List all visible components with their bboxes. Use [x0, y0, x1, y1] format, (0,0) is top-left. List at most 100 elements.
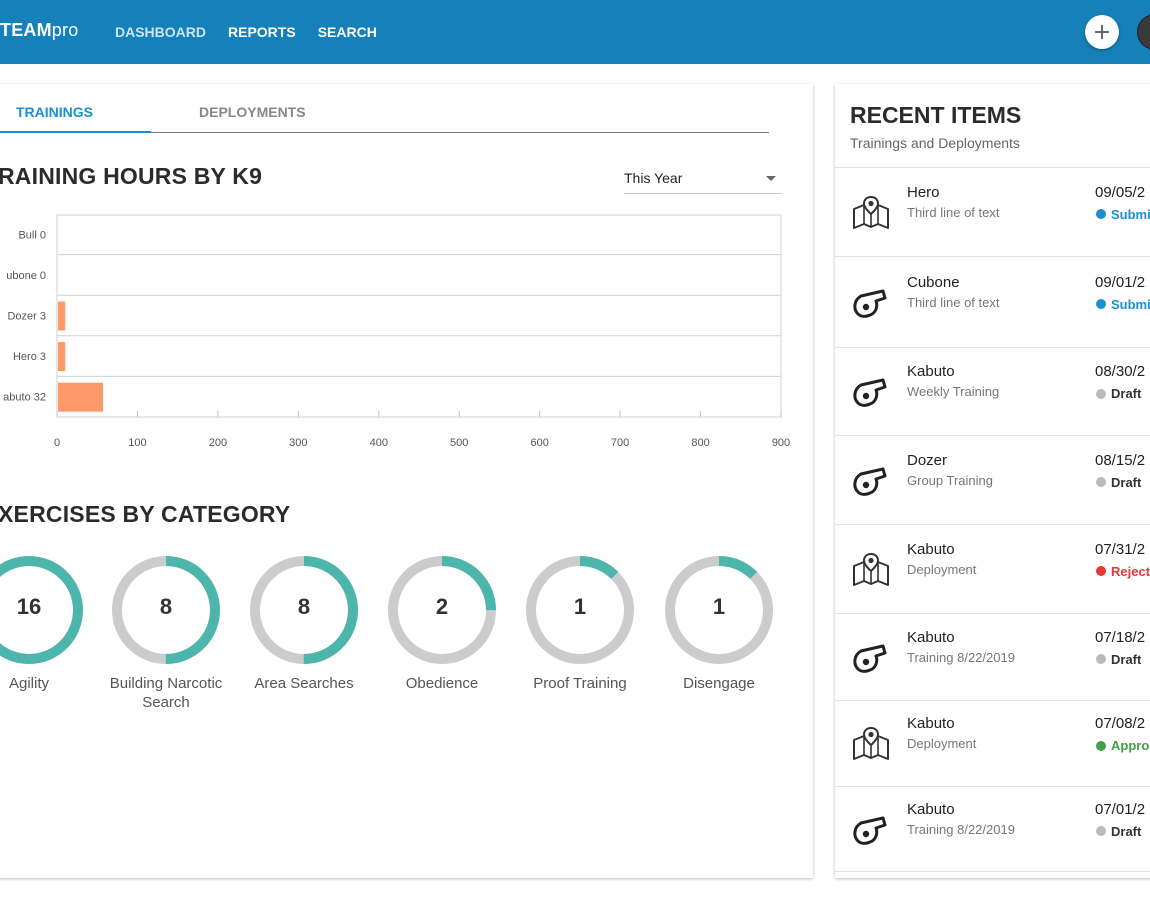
training-hours-chart: Bull 0 ubone 0 Dozer 3 Hero 3 abuto 32 0 100 20… — [3, 214, 790, 449]
nav-search[interactable]: SEARCH — [317, 24, 377, 40]
recent-item[interactable]: Kabuto Weekly Training 08/30/2 Draft — [835, 348, 1150, 436]
donut-value: 1 — [712, 594, 726, 619]
nav-dashboard[interactable]: DASHBOARD — [115, 24, 206, 40]
chart-tick-label: 800 — [691, 437, 709, 449]
plus-icon — [1095, 25, 1109, 39]
donut-value: 8 — [159, 594, 173, 619]
donut-progress — [526, 556, 634, 664]
status-text: Submi — [1111, 206, 1150, 222]
recent-item-status: Reject — [1096, 564, 1150, 579]
recent-item-title: Kabuto — [907, 363, 955, 380]
chart-tick-label: 100 — [128, 437, 146, 449]
status-dot — [1096, 740, 1106, 751]
donut-label: Proof Training — [533, 675, 627, 692]
status-text: Draft — [1111, 823, 1142, 839]
recent-item-date: 09/05/2 — [1095, 183, 1146, 201]
donut-label: Disengage — [683, 675, 755, 692]
recent-item-title: Dozer — [907, 451, 948, 469]
donut-ring — [526, 556, 634, 664]
whistle-icon — [852, 466, 888, 501]
recent-item-subtitle: Training 8/22/2019 — [907, 649, 1015, 665]
recent-item[interactable]: Kabuto Deployment 07/08/2 Appro — [835, 701, 1150, 787]
chart-tick-label: 900 — [772, 437, 790, 449]
recent-item[interactable]: Dozer Group Training 08/15/2 Draft — [835, 436, 1150, 525]
chart-category-label: Dozer 3 — [7, 311, 46, 323]
whistle-icon — [852, 377, 888, 412]
exercise-donut-5[interactable]: 1 Disengage — [654, 554, 784, 693]
exercise-donut-3[interactable]: 2 Obedience — [377, 554, 507, 693]
donut-label: Obedience — [405, 675, 479, 692]
map-pin-icon — [852, 552, 890, 592]
tab-trainings[interactable]: TRAININGS — [16, 104, 93, 120]
recent-item-status: Draft — [1096, 824, 1141, 839]
recent-item-status: Draft — [1096, 652, 1141, 667]
period-select-value: This Year — [624, 170, 683, 186]
tab-bar: TRAININGS DEPLOYMENTS — [0, 84, 769, 133]
chart-category-label: ubone 0 — [6, 270, 46, 282]
donut-ring — [250, 556, 358, 664]
main-nav: DASHBOARD REPORTS SEARCH — [115, 24, 399, 40]
recent-item-title: Hero — [907, 183, 940, 201]
whistle-icon — [852, 288, 888, 323]
period-select[interactable]: This Year — [624, 168, 782, 194]
recent-item[interactable]: Kabuto Training 8/22/2019 07/18/2 Draft — [835, 614, 1150, 701]
exercise-donut-0[interactable]: 16 Agility — [0, 554, 94, 693]
chart-category-label: Bull 0 — [18, 229, 46, 241]
donut-ring — [665, 556, 773, 664]
status-text: Draft — [1111, 651, 1142, 667]
exercise-donut-4[interactable]: 1 Proof Training — [515, 554, 645, 693]
exercise-donut-1[interactable]: 8 Building Narcotic Search — [101, 554, 231, 712]
recent-item-subtitle: Third line of text — [907, 204, 1000, 220]
nav-reports[interactable]: REPORTS — [228, 24, 296, 40]
chart-bar — [58, 382, 104, 412]
recent-item-status: Submi — [1096, 207, 1150, 222]
add-button[interactable] — [1085, 15, 1119, 49]
donut-progress — [112, 556, 220, 664]
status-dot — [1096, 566, 1106, 576]
logo-sub: pro — [51, 20, 79, 40]
recent-item-subtitle: Group Training — [907, 472, 993, 488]
chevron-down-icon — [766, 176, 776, 181]
recent-item[interactable]: Kabuto Training 8/22/2019 07/01/2 Draft — [835, 787, 1150, 872]
recent-items-subtitle: Trainings and Deployments — [850, 135, 1020, 151]
recent-item-status: Submi — [1096, 297, 1150, 312]
donut-ring — [112, 556, 220, 664]
recent-item-subtitle: Deployment — [907, 561, 977, 577]
logo-main: TEAM — [0, 20, 52, 40]
recent-items-title: RECENT ITEMS — [850, 102, 1022, 128]
recent-item[interactable]: Hero Third line of text 09/05/2 Submi — [835, 168, 1150, 257]
dashboard-card: TRAININGS DEPLOYMENTS RAINING HOURS BY K… — [0, 84, 813, 878]
recent-item-status: Appro — [1096, 738, 1149, 753]
app-logo[interactable]: TEAMpro — [0, 20, 78, 41]
donut-label: Agility — [8, 675, 49, 692]
recent-items-card: RECENT ITEMS Trainings and Deployments H… — [835, 84, 1150, 878]
whistle-icon — [852, 815, 888, 850]
status-dot — [1096, 826, 1106, 836]
donut-value: 16 — [16, 594, 42, 619]
chart-tick-label: 0 — [54, 437, 60, 449]
recent-item-date: 08/30/2 — [1095, 363, 1146, 380]
chart-bar — [58, 342, 66, 372]
recent-item-title: Cubone — [907, 273, 960, 291]
donut-label: Building Narcotic Search — [109, 675, 223, 711]
tab-deployments[interactable]: DEPLOYMENTS — [199, 104, 306, 120]
recent-item-date: 07/31/2 — [1095, 540, 1146, 558]
recent-item[interactable]: Kabuto Deployment 07/31/2 Reject — [835, 525, 1150, 614]
recent-item-date: 08/15/2 — [1095, 451, 1146, 469]
status-dot — [1096, 477, 1106, 487]
tab-indicator — [0, 131, 151, 133]
chart-tick-label: 500 — [450, 437, 468, 449]
recent-item-title: Kabuto — [907, 715, 955, 732]
recent-item-date: 09/01/2 — [1095, 273, 1146, 291]
exercise-donut-2[interactable]: 8 Area Searches — [239, 554, 369, 693]
status-dot — [1096, 209, 1106, 219]
user-avatar[interactable] — [1137, 14, 1150, 50]
recent-item-subtitle: Deployment — [907, 736, 977, 751]
status-dot — [1096, 654, 1106, 664]
chart-tick-label: 400 — [370, 437, 388, 449]
recent-item-title: Kabuto — [907, 628, 955, 646]
donut-progress — [250, 556, 358, 664]
app-bar: TEAMpro DASHBOARD REPORTS SEARCH — [0, 0, 1150, 64]
recent-item[interactable]: Cubone Third line of text 09/01/2 Submi — [835, 257, 1150, 348]
map-pin-icon — [852, 726, 890, 766]
